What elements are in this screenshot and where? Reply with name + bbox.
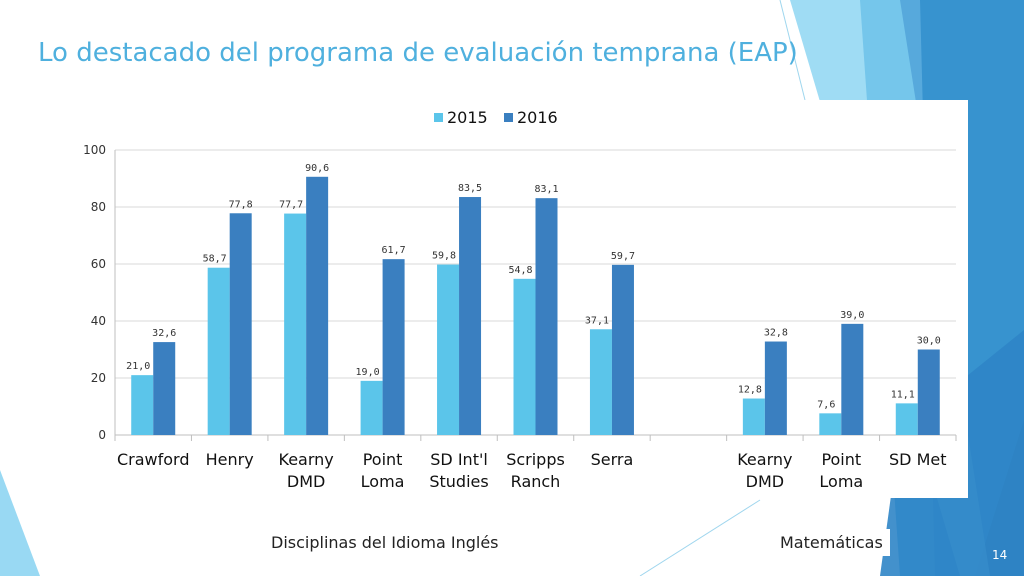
- data-label: 83,1: [534, 184, 558, 195]
- x-category-label: SD Int'l: [430, 450, 488, 469]
- ela-group-label: Disciplinas del Idioma Inglés: [271, 533, 499, 552]
- data-label: 90,6: [305, 163, 329, 174]
- chart-panel: 0 20 40 60 80 100 21,0 58,7 77,7 19,0 59,8 54,8 37,1…: [36, 100, 968, 498]
- x-category-label: Scripps: [506, 450, 565, 469]
- data-label: 77,8: [229, 199, 253, 210]
- bar-2016: [306, 176, 329, 435]
- bar-2016: [917, 349, 940, 435]
- y-tick-label: 20: [91, 371, 106, 385]
- bar-2015: [589, 329, 612, 435]
- y-tick-label: 0: [98, 428, 106, 442]
- y-tick-label: 80: [91, 200, 106, 214]
- x-category-label: Ranch: [511, 472, 561, 491]
- x-category-label: Serra: [591, 450, 634, 469]
- deco-thin-line: [779, 0, 806, 101]
- bar-2015: [437, 264, 460, 435]
- page-number: 14: [992, 548, 1008, 562]
- data-label: 30,0: [917, 336, 941, 347]
- data-label: 7,6: [817, 399, 835, 410]
- data-label: 37,1: [585, 315, 609, 326]
- bar-2015: [895, 403, 918, 435]
- data-label: 54,8: [508, 265, 532, 276]
- x-category-label: Henry: [206, 450, 254, 469]
- legend-entry: 2016: [517, 108, 558, 127]
- data-label: 32,8: [764, 328, 788, 339]
- slide-title: Lo destacado del programa de evaluación …: [38, 38, 798, 68]
- y-tick-label: 60: [91, 257, 106, 271]
- math-group-label: Matemáticas: [773, 529, 890, 556]
- data-label: 61,7: [382, 245, 406, 256]
- x-category-label: SD Met: [889, 450, 946, 469]
- data-label: 21,0: [126, 361, 150, 372]
- x-category-label: Crawford: [117, 450, 190, 469]
- bar-2016: [841, 323, 864, 435]
- deco-left-shard: [0, 470, 40, 576]
- data-label: 12,8: [738, 385, 762, 396]
- x-category-label: DMD: [287, 472, 325, 491]
- data-label: 32,6: [152, 328, 176, 339]
- x-category-label: Loma: [819, 472, 863, 491]
- bar-2016: [535, 198, 558, 435]
- bar-2016: [153, 342, 176, 435]
- x-category-label: Kearny: [279, 450, 334, 469]
- y-tick-label: 40: [91, 314, 106, 328]
- x-category-label: Loma: [361, 472, 405, 491]
- bar-2016: [611, 264, 634, 435]
- bar-2016: [764, 341, 787, 435]
- bar-2015: [284, 213, 307, 435]
- data-label: 39,0: [840, 310, 864, 321]
- legend-swatch-2016: [504, 113, 513, 122]
- data-label: 11,1: [891, 389, 915, 400]
- bar-2016: [229, 213, 252, 435]
- bar-chart: 0 20 40 60 80 100 21,0 58,7 77,7 19,0 59,8 54,8 37,1…: [83, 108, 957, 491]
- deco-thin-line-bottom: [639, 499, 761, 576]
- data-label: 58,7: [203, 254, 227, 265]
- bar-2016: [459, 197, 482, 435]
- data-label: 19,0: [356, 367, 380, 378]
- bar-2015: [513, 278, 536, 435]
- x-category-label: Studies: [429, 472, 488, 491]
- bar-2015: [360, 380, 383, 435]
- x-category-label: DMD: [746, 472, 784, 491]
- bar-2015: [742, 398, 765, 435]
- bar-2015: [207, 267, 230, 435]
- x-category-label: Point: [821, 450, 861, 469]
- x-category-label: Point: [363, 450, 403, 469]
- legend-entry: 2015: [447, 108, 488, 127]
- data-label: 83,5: [458, 183, 482, 194]
- bar-2015: [131, 375, 154, 435]
- data-label: 59,7: [611, 251, 635, 262]
- bar-2015: [819, 413, 842, 435]
- legend-swatch-2015: [434, 113, 443, 122]
- data-label: 77,7: [279, 200, 303, 211]
- y-tick-label: 100: [83, 143, 106, 157]
- data-label: 59,8: [432, 251, 456, 262]
- bar-2016: [382, 259, 405, 435]
- x-category-label: Kearny: [737, 450, 792, 469]
